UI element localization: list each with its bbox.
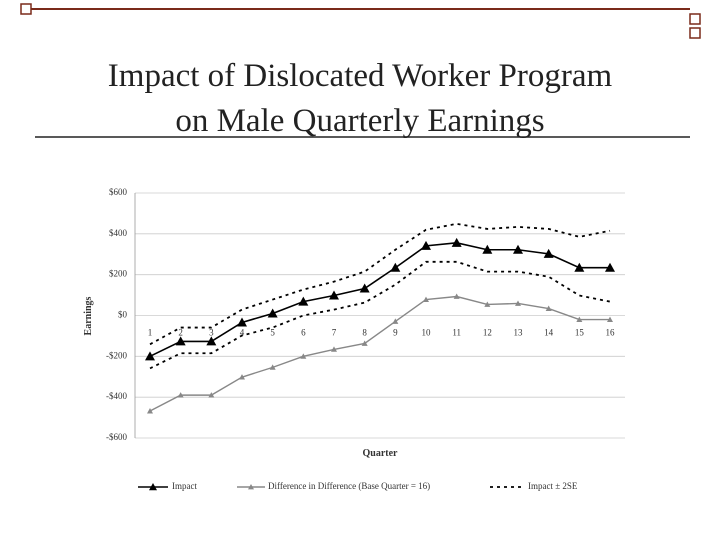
point (607, 316, 613, 322)
series-line (149, 222, 611, 346)
point (300, 353, 307, 359)
y-tick-label: -$200 (106, 350, 127, 360)
y-axis-label: Earnings (83, 296, 94, 335)
y-tick-label: $200 (109, 269, 128, 279)
point (605, 262, 615, 272)
point (239, 374, 245, 380)
point (175, 336, 186, 346)
legend-marker (248, 484, 254, 490)
x-tick-label: 12 (483, 328, 492, 338)
point (298, 296, 309, 306)
legend-label: Difference in Difference (Base Quarter =… (268, 481, 430, 491)
x-tick-label: 6 (301, 328, 306, 338)
point (576, 316, 583, 322)
title-line: on Male Quarterly Earnings (175, 103, 544, 139)
point (331, 346, 337, 352)
x-tick-label: 4 (240, 328, 245, 338)
series-line (149, 242, 610, 358)
x-tick-label: 2 (178, 328, 183, 338)
point (237, 317, 247, 327)
legend-label: Impact ± 2SE (528, 481, 578, 491)
series-line (149, 295, 610, 412)
point (453, 293, 460, 299)
x-tick-label: 15 (575, 328, 585, 338)
point (484, 301, 491, 307)
title-line: Impact of Dislocated Worker Program (108, 58, 613, 94)
x-axis-label: Quarter (363, 448, 399, 459)
corner-square (689, 13, 701, 25)
point (421, 240, 431, 250)
x-tick-label: 10 (422, 328, 432, 338)
point (482, 244, 493, 254)
y-tick-label: $0 (118, 310, 128, 320)
x-tick-label: 8 (362, 328, 367, 338)
point (545, 305, 552, 311)
x-tick-label: 7 (332, 328, 337, 338)
x-tick-label: 1 (148, 328, 153, 338)
x-tick-label: 11 (452, 328, 461, 338)
point (147, 408, 153, 414)
x-tick-label: 14 (544, 328, 554, 338)
y-tick-label: -$600 (106, 432, 127, 442)
x-tick-label: 3 (209, 328, 214, 338)
corner-square (20, 3, 32, 15)
point (423, 296, 429, 302)
point (513, 244, 523, 254)
point (145, 351, 155, 361)
legend-label: Impact (172, 481, 197, 491)
y-tick-label: $400 (109, 228, 128, 238)
x-tick-label: 16 (606, 328, 616, 338)
point (543, 248, 554, 258)
point (329, 290, 339, 300)
point (451, 237, 462, 247)
point (206, 336, 217, 346)
point (269, 364, 276, 370)
y-tick-label: -$400 (106, 391, 127, 401)
corner-square (689, 27, 701, 39)
legend-marker (149, 483, 157, 491)
x-tick-label: 5 (270, 328, 275, 338)
point (390, 262, 401, 272)
x-tick-label: 13 (514, 328, 524, 338)
point (359, 283, 370, 293)
series-line (149, 260, 611, 370)
point (515, 300, 521, 306)
point (574, 262, 585, 272)
point (177, 392, 184, 398)
point (392, 318, 399, 324)
y-tick-label: $600 (109, 187, 128, 197)
point (361, 340, 368, 346)
point (208, 392, 215, 398)
point (267, 308, 278, 318)
x-tick-label: 9 (393, 328, 398, 338)
